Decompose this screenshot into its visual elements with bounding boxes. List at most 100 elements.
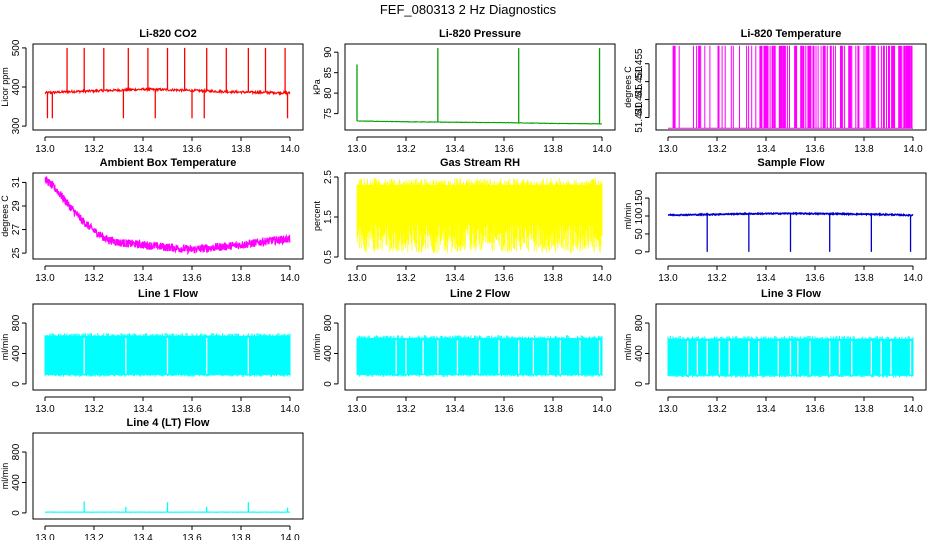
x-tick-label: 13.2 [396,273,416,284]
y-axis: 25 27 29 31 [11,176,27,259]
x-tick-label: 13.4 [133,144,153,155]
x-tick-label: 14.0 [903,144,923,155]
y-tick-label: 400 [11,474,22,491]
x-tick-label: 13.4 [133,273,153,284]
panel-frame [344,43,616,131]
series-ambient [44,176,291,256]
x-tick-label: 13.4 [756,144,776,155]
y-axis: 0.5 1.5 2.5 [323,170,339,264]
x-tick-label: 13.6 [494,144,514,155]
y-tick-label: 400 [323,345,334,362]
x-tick-label: 14.0 [592,144,612,155]
x-tick-label: 14.0 [592,404,612,415]
y-axis-label: ml/min [0,334,10,361]
x-axis: 13.0 13.2 13.4 13.6 13.8 14.0 [658,265,923,284]
series-line [356,120,602,125]
y-axis: 0 400 800 [323,314,339,387]
x-axis: 13.0 13.2 13.4 13.6 13.8 14.0 [658,136,923,155]
panel-line4: Line 4 (LT) Flow 13.0 13.2 13.4 13.6 13.8 14.0… [0,417,304,540]
y-tick-label: 500 [11,39,22,56]
y-tick-label: 31 [11,176,22,188]
y-tick-label: 800 [634,314,645,331]
y-axis-label: ml/min [312,334,322,361]
x-tick-label: 13.4 [445,144,465,155]
x-tick-label: 13.8 [854,144,874,155]
series-line1 [44,333,291,377]
y-tick-label: 51.450 [634,66,645,97]
x-tick-label: 13.0 [658,273,678,284]
panel-title: Line 1 Flow [138,288,198,300]
x-tick-label: 13.4 [445,404,465,415]
y-axis: 0 400 800 [634,314,650,387]
y-axis-label: kPa [312,79,322,95]
y-tick-label: 400 [634,345,645,362]
y-axis-label: ml/min [0,463,10,490]
x-tick-label: 13.6 [182,273,202,284]
y-tick-label: 800 [323,314,334,331]
x-tick-label: 13.6 [805,144,825,155]
x-axis: 13.0 13.2 13.4 13.6 13.8 14.0 [347,136,612,155]
y-axis: 75 80 85 90 [323,46,339,120]
y-axis-label: percent [312,200,322,231]
y-axis-label: ml/min [623,334,633,361]
x-tick-label: 14.0 [903,273,923,284]
y-axis-label: ml/min [623,203,633,230]
panel-pressure: Li-820 Pressure 13.0 13.2 13.4 13.6 13.8 14.0 7… [312,28,616,155]
y-tick-label: 2.5 [323,170,334,184]
y-tick-label: 25 [11,247,22,259]
x-tick-label: 13.2 [707,404,727,415]
x-tick-label: 13.0 [658,404,678,415]
flow-noise [667,336,914,378]
x-tick-label: 13.8 [231,273,251,284]
x-tick-label: 14.0 [280,533,300,540]
y-tick-label: 90 [323,46,334,58]
y-tick-label: 51.445 [634,84,645,115]
temperature-steps [672,45,913,129]
x-tick-label: 13.6 [182,404,202,415]
x-axis: 13.0 13.2 13.4 13.6 13.8 14.0 [347,396,612,415]
x-tick-label: 13.6 [494,404,514,415]
x-tick-label: 14.0 [280,404,300,415]
flow-noise [44,333,291,377]
x-axis: 13.0 13.2 13.4 13.6 13.8 14.0 [347,265,612,284]
x-tick-label: 13.6 [805,273,825,284]
x-tick-label: 13.6 [805,404,825,415]
y-tick-label: 400 [11,345,22,362]
y-tick-label: 29 [11,200,22,212]
x-tick-label: 13.4 [756,273,776,284]
y-tick-label: 75 [323,108,334,120]
y-tick-label: 100 [634,207,645,224]
x-tick-label: 13.2 [396,144,416,155]
y-tick-label: 27 [11,224,22,236]
panel-frame [32,432,304,520]
y-tick-label: 51.455 [634,48,645,79]
y-axis-label: degrees C [0,195,10,237]
panel-rh: Gas Stream RH 13.0 13.2 13.4 13.6 13.8 14.0 0.5… [312,157,616,284]
y-tick-label: 300 [11,117,22,134]
x-tick-label: 13.2 [84,533,104,540]
panel-temperature: Li-820 Temperature 13.0 13.2 13.4 13.6 13.8 14… [623,28,927,155]
panel-title: Sample Flow [757,157,825,169]
x-tick-label: 13.0 [35,404,55,415]
x-tick-label: 13.2 [707,144,727,155]
series-line [44,176,291,256]
y-tick-label: 400 [11,78,22,95]
x-tick-label: 14.0 [903,404,923,415]
x-tick-label: 13.4 [445,273,465,284]
series-rh [356,177,603,253]
x-tick-label: 13.6 [182,144,202,155]
y-tick-label: 80 [323,87,334,99]
y-tick-label: 50 [634,228,645,240]
x-tick-label: 13.4 [133,533,153,540]
rh-noise [356,177,603,253]
x-tick-label: 13.0 [658,144,678,155]
x-tick-label: 13.2 [84,144,104,155]
x-tick-label: 13.4 [133,404,153,415]
x-tick-label: 13.2 [396,404,416,415]
x-tick-label: 13.8 [854,404,874,415]
panel-frame [655,43,927,131]
x-axis: 13.0 13.2 13.4 13.6 13.8 14.0 [35,136,300,155]
